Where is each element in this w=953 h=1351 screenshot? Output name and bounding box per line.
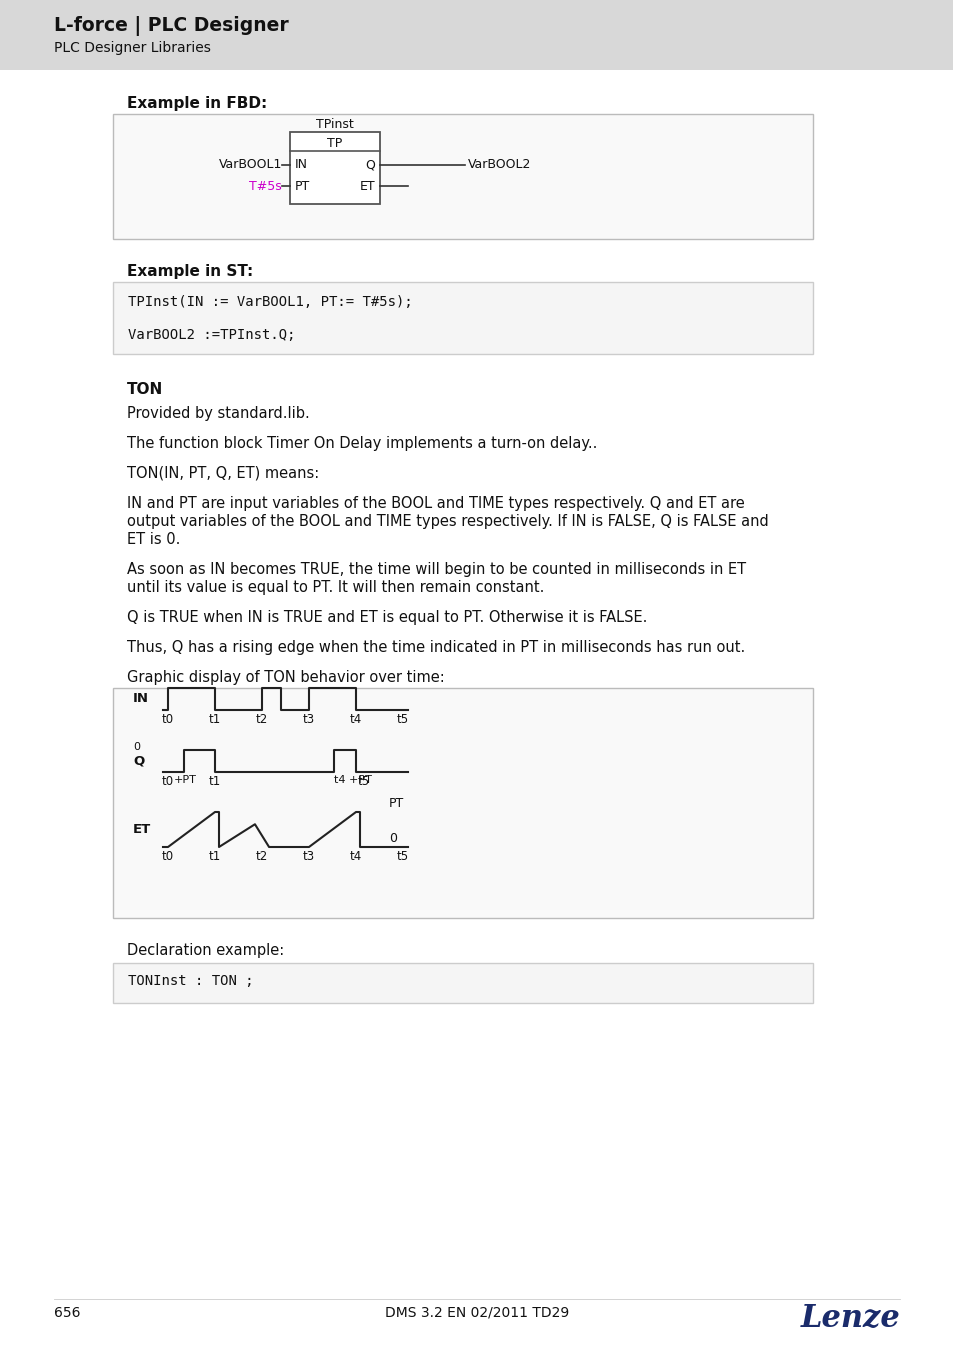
Text: t3: t3: [303, 713, 314, 725]
Text: 0: 0: [389, 832, 396, 844]
Text: t1: t1: [209, 713, 221, 725]
Text: PT: PT: [389, 797, 404, 811]
Text: PLC Designer Libraries: PLC Designer Libraries: [54, 41, 211, 55]
Text: Lenze: Lenze: [800, 1304, 899, 1335]
Text: t4: t4: [350, 850, 362, 863]
Text: Q: Q: [132, 754, 144, 767]
Text: Example in FBD:: Example in FBD:: [127, 96, 267, 111]
Text: Q is TRUE when IN is TRUE and ET is equal to PT. Otherwise it is FALSE.: Q is TRUE when IN is TRUE and ET is equa…: [127, 611, 647, 626]
Text: TPinst: TPinst: [315, 118, 354, 131]
Text: PT: PT: [294, 180, 310, 192]
Text: Q: Q: [365, 158, 375, 172]
Text: TON: TON: [127, 382, 163, 397]
Text: t1: t1: [209, 775, 221, 788]
Text: TPInst(IN := VarBOOL1, PT:= T#5s);: TPInst(IN := VarBOOL1, PT:= T#5s);: [128, 295, 413, 309]
Text: ET: ET: [132, 823, 152, 836]
Text: Thus, Q has a rising edge when the time indicated in PT in milliseconds has run : Thus, Q has a rising edge when the time …: [127, 640, 744, 655]
Bar: [112, 963, 812, 1002]
Text: IN and PT are input variables of the BOOL and TIME types respectively. Q and ET : IN and PT are input variables of the BOO…: [127, 496, 744, 511]
Bar: [0, 0, 953, 70]
Text: TP: TP: [327, 136, 342, 150]
Text: t2: t2: [255, 713, 268, 725]
Text: t4 +PT: t4 +PT: [334, 775, 371, 785]
Text: IN: IN: [132, 693, 149, 705]
Text: VarBOOL1: VarBOOL1: [218, 158, 282, 172]
Text: t0: t0: [162, 713, 173, 725]
Text: L-force | PLC Designer: L-force | PLC Designer: [54, 16, 289, 36]
Text: 0: 0: [132, 742, 140, 753]
Text: t0: t0: [162, 850, 173, 863]
Text: VarBOOL2: VarBOOL2: [468, 158, 531, 172]
Text: t4: t4: [350, 713, 362, 725]
Text: TONInst : TON ;: TONInst : TON ;: [128, 974, 253, 988]
Bar: [112, 282, 812, 354]
Text: t5: t5: [396, 850, 409, 863]
Text: DMS 3.2 EN 02/2011 TD29: DMS 3.2 EN 02/2011 TD29: [384, 1306, 569, 1320]
Text: t3: t3: [303, 850, 314, 863]
Text: Example in ST:: Example in ST:: [127, 263, 253, 280]
Bar: [112, 688, 812, 917]
Text: +PT: +PT: [173, 775, 196, 785]
Text: Graphic display of TON behavior over time:: Graphic display of TON behavior over tim…: [127, 670, 444, 685]
Bar: [290, 132, 379, 204]
Text: Declaration example:: Declaration example:: [127, 943, 284, 958]
Text: until its value is equal to PT. It will then remain constant.: until its value is equal to PT. It will …: [127, 580, 544, 594]
Text: The function block Timer On Delay implements a turn-on delay..: The function block Timer On Delay implem…: [127, 436, 597, 451]
Text: t5: t5: [396, 713, 409, 725]
Text: t2: t2: [255, 850, 268, 863]
Text: ET: ET: [359, 180, 375, 192]
Text: t5: t5: [357, 775, 370, 788]
Text: t1: t1: [209, 850, 221, 863]
Text: TON(IN, PT, Q, ET) means:: TON(IN, PT, Q, ET) means:: [127, 466, 319, 481]
Text: As soon as IN becomes TRUE, the time will begin to be counted in milliseconds in: As soon as IN becomes TRUE, the time wil…: [127, 562, 745, 577]
Text: output variables of the BOOL and TIME types respectively. If IN is FALSE, Q is F: output variables of the BOOL and TIME ty…: [127, 513, 768, 530]
Bar: [112, 113, 812, 239]
Text: Provided by standard.lib.: Provided by standard.lib.: [127, 407, 310, 422]
Text: 656: 656: [54, 1306, 80, 1320]
Text: t0: t0: [162, 775, 173, 788]
Text: IN: IN: [294, 158, 308, 172]
Text: T#5s: T#5s: [249, 180, 282, 192]
Text: VarBOOL2 :=TPInst.Q;: VarBOOL2 :=TPInst.Q;: [128, 328, 295, 342]
Text: ET is 0.: ET is 0.: [127, 532, 180, 547]
